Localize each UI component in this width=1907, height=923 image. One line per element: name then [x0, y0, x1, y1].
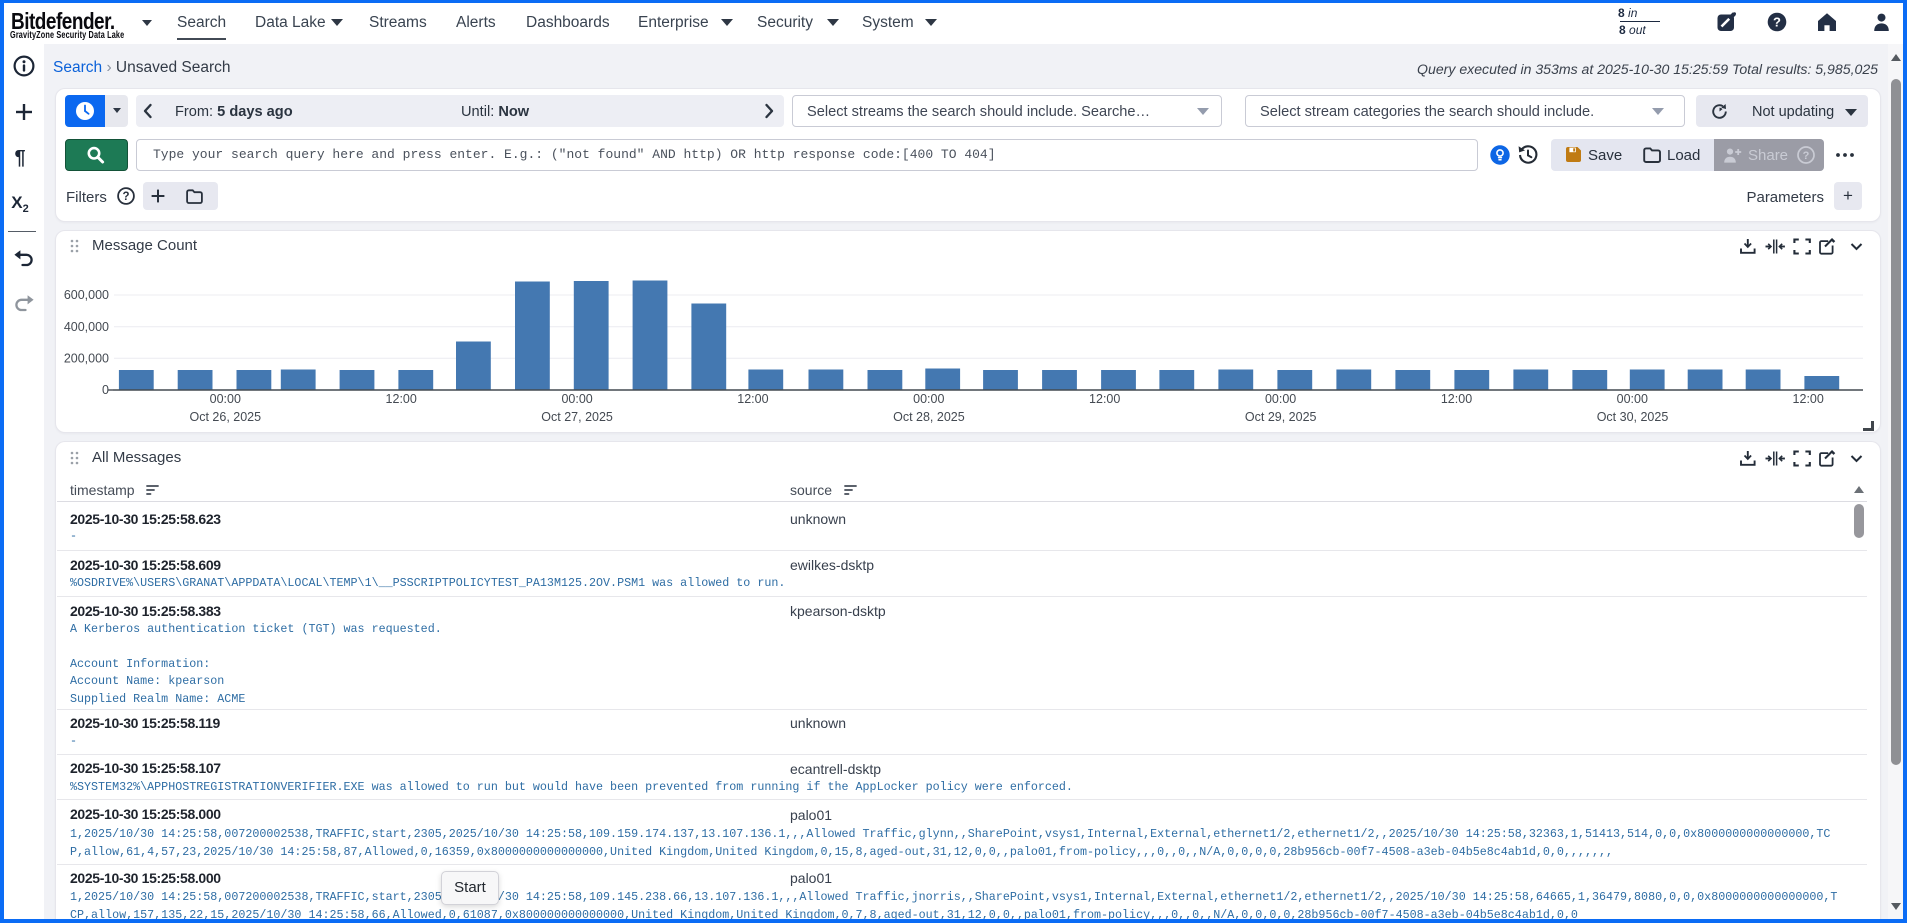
svg-text:00:00: 00:00: [561, 392, 592, 406]
svg-text:00:00: 00:00: [913, 392, 944, 406]
svg-text:Oct 26, 2025: Oct 26, 2025: [190, 410, 262, 424]
svg-text:Oct 29, 2025: Oct 29, 2025: [1245, 410, 1317, 424]
svg-text:Oct 30, 2025: Oct 30, 2025: [1597, 410, 1669, 424]
svg-text:12:00: 12:00: [1089, 392, 1120, 406]
svg-text:00:00: 00:00: [1617, 392, 1648, 406]
svg-text:600,000: 600,000: [64, 288, 109, 302]
svg-text:400,000: 400,000: [64, 320, 109, 334]
svg-text:Oct 28, 2025: Oct 28, 2025: [893, 410, 965, 424]
svg-text:12:00: 12:00: [1793, 392, 1824, 406]
svg-text:200,000: 200,000: [64, 352, 109, 366]
svg-text:?: ?: [122, 191, 129, 203]
svg-text:12:00: 12:00: [1441, 392, 1472, 406]
svg-text:12:00: 12:00: [737, 392, 768, 406]
svg-text:?: ?: [1773, 14, 1781, 29]
svg-text:0: 0: [102, 383, 109, 397]
svg-text:12:00: 12:00: [386, 392, 417, 406]
svg-text:00:00: 00:00: [1265, 392, 1296, 406]
svg-text:Oct 27, 2025: Oct 27, 2025: [541, 410, 613, 424]
svg-text:00:00: 00:00: [210, 392, 241, 406]
svg-text:?: ?: [1803, 150, 1810, 162]
